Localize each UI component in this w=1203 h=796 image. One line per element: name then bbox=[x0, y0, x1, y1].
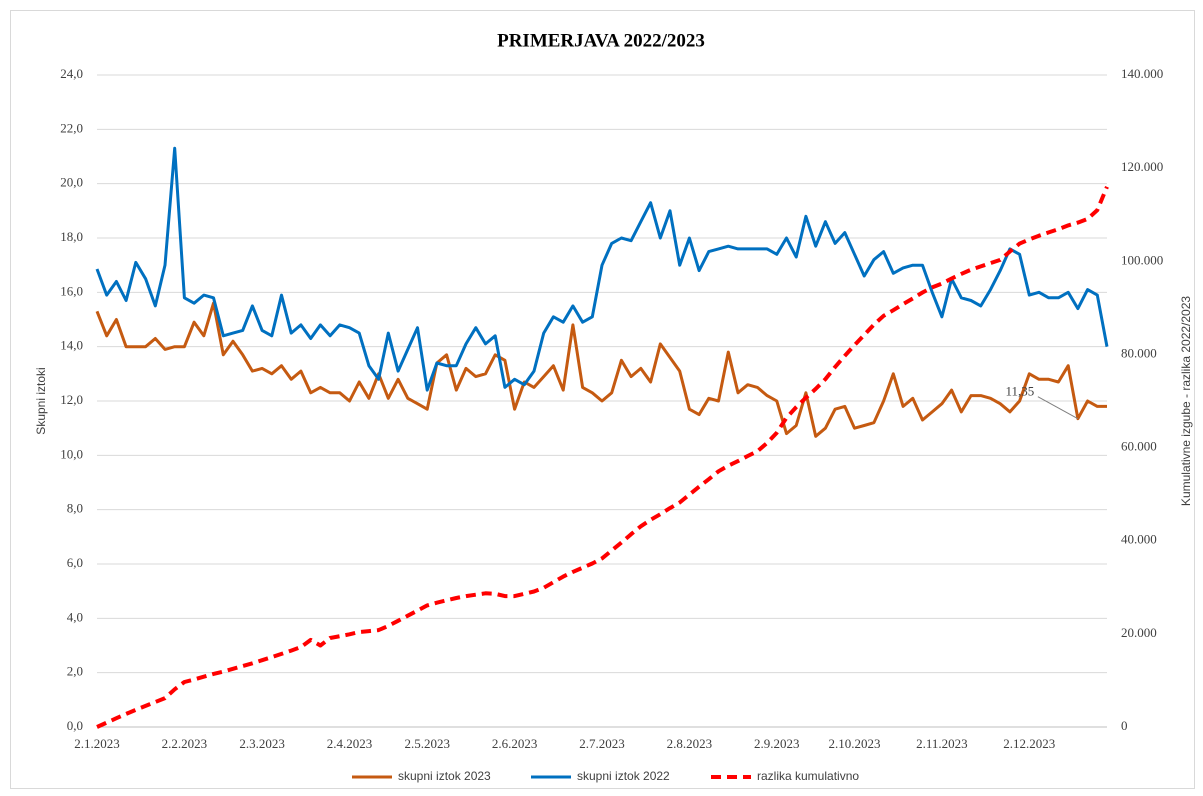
y2-tick-label: 40.000 bbox=[1121, 532, 1157, 547]
label-leader bbox=[1037, 396, 1079, 420]
y2-tick-label: 20.000 bbox=[1121, 625, 1157, 640]
x-tick-label: 2.6.2023 bbox=[492, 736, 538, 751]
y-tick-label: 14,0 bbox=[60, 338, 83, 353]
x-tick-label: 2.1.2023 bbox=[74, 736, 120, 751]
y2-tick-label: 120.000 bbox=[1121, 159, 1163, 174]
legend-label: skupni iztok 2022 bbox=[577, 769, 670, 783]
y-tick-label: 18,0 bbox=[60, 229, 83, 244]
y2-tick-label: 0 bbox=[1121, 718, 1128, 733]
y2-tick-label: 80.000 bbox=[1121, 345, 1157, 360]
y-tick-label: 8,0 bbox=[67, 501, 83, 516]
series-line bbox=[96, 186, 1109, 729]
y-tick-label: 0,0 bbox=[67, 718, 83, 733]
y-tick-label: 16,0 bbox=[60, 283, 83, 298]
x-tick-label: 2.12.2023 bbox=[1003, 736, 1055, 751]
legend-label: skupni iztok 2023 bbox=[398, 769, 491, 783]
y2-axis-title: Kumulativne izgube - razlika 2022/2023 bbox=[1179, 296, 1193, 506]
chart-title: PRIMERJAVA 2022/2023 bbox=[497, 30, 705, 51]
y-tick-label: 12,0 bbox=[60, 392, 83, 407]
y-tick-label: 2,0 bbox=[67, 664, 83, 679]
y-tick-label: 4,0 bbox=[67, 609, 83, 624]
x-tick-label: 2.7.2023 bbox=[579, 736, 625, 751]
series-line bbox=[95, 301, 1107, 438]
y2-tick-label: 140.000 bbox=[1121, 66, 1163, 81]
y-tick-label: 6,0 bbox=[67, 555, 83, 570]
x-tick-label: 2.11.2023 bbox=[916, 736, 968, 751]
y2-tick-label: 100.000 bbox=[1121, 252, 1163, 267]
y2-tick-label: 60.000 bbox=[1121, 439, 1157, 454]
x-tick-label: 2.8.2023 bbox=[667, 736, 713, 751]
y-tick-label: 22,0 bbox=[60, 120, 83, 135]
series-line bbox=[95, 146, 1109, 392]
data-label: 11,35 bbox=[1005, 384, 1034, 399]
y-axis-title: Skupni iztoki bbox=[34, 367, 48, 434]
x-tick-label: 2.9.2023 bbox=[754, 736, 800, 751]
x-tick-label: 2.5.2023 bbox=[404, 736, 450, 751]
x-tick-label: 2.10.2023 bbox=[829, 736, 881, 751]
legend-label: razlika kumulativno bbox=[757, 769, 859, 783]
y-tick-label: 10,0 bbox=[60, 446, 83, 461]
y-tick-label: 20,0 bbox=[60, 175, 83, 190]
x-tick-label: 2.3.2023 bbox=[239, 736, 285, 751]
x-tick-label: 2.2.2023 bbox=[162, 736, 208, 751]
x-tick-label: 2.4.2023 bbox=[327, 736, 373, 751]
y-tick-label: 24,0 bbox=[60, 66, 83, 81]
